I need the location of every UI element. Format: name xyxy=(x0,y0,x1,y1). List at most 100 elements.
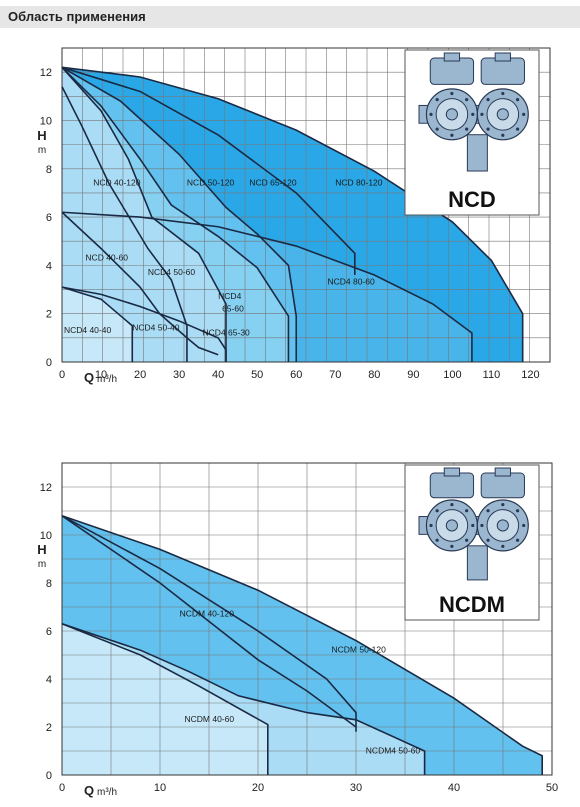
motor-shape xyxy=(480,472,525,499)
bolt-shape xyxy=(515,97,520,102)
pump-curve xyxy=(61,515,357,728)
pump-curve xyxy=(61,515,543,775)
x-axis-label: Q xyxy=(84,783,94,798)
bolt-shape xyxy=(486,509,490,513)
bolt-shape xyxy=(465,97,469,102)
x-tick-label: 40 xyxy=(212,369,224,381)
y-tick-label: 6 xyxy=(46,626,52,638)
y-tick-label: 0 xyxy=(46,770,52,782)
bolt-shape xyxy=(501,133,505,137)
y-tick-label: 6 xyxy=(46,212,52,224)
pump-curve xyxy=(61,515,357,732)
bolt-shape xyxy=(450,133,454,137)
bolt-shape xyxy=(465,127,469,131)
bolt-shape xyxy=(471,523,475,528)
bolt-shape xyxy=(486,127,490,131)
y-axis-unit: m xyxy=(38,559,46,570)
curve-label: NCDM 40-60 xyxy=(185,714,235,724)
x-axis-unit: m³/h xyxy=(97,787,117,798)
y-tick-label: 0 xyxy=(46,357,52,369)
curve-label: NCD4 40-40 xyxy=(64,325,112,335)
chart-title: NCD xyxy=(448,187,496,212)
curve-label: 65-60 xyxy=(222,303,244,313)
pump-housing-shape xyxy=(496,519,509,532)
x-tick-label: 0 xyxy=(59,782,65,794)
terminal-box-shape xyxy=(443,467,461,477)
curve-label: NCD4 50-40 xyxy=(132,323,180,333)
bolt-shape xyxy=(480,112,484,116)
y-axis-label: H xyxy=(37,128,46,143)
curve-label: NCD4 80-60 xyxy=(327,277,375,287)
y-tick-label: 10 xyxy=(40,530,52,542)
pump-curve xyxy=(61,623,269,775)
curve-area xyxy=(62,67,226,363)
x-tick-label: 10 xyxy=(154,782,166,794)
pump-curve xyxy=(61,66,356,276)
pump-illustration xyxy=(404,49,540,216)
pump-curve xyxy=(61,66,290,362)
bolt-shape xyxy=(501,544,505,548)
pump-curve xyxy=(61,66,524,362)
x-axis-unit: m³/h xyxy=(97,374,117,385)
curve-label: NCD 80-120 xyxy=(335,178,383,188)
plot-frame xyxy=(61,47,551,363)
y-axis-unit: m xyxy=(38,145,46,156)
bolt-shape xyxy=(486,97,490,102)
bolt-shape xyxy=(429,112,433,116)
x-tick-label: 10 xyxy=(95,369,107,381)
y-tick-label: 4 xyxy=(46,260,52,272)
terminal-box-shape xyxy=(443,52,461,62)
y-tick-label: 2 xyxy=(46,722,52,734)
y-tick-label: 10 xyxy=(40,115,52,127)
x-tick-label: 50 xyxy=(546,782,558,794)
bolt-shape xyxy=(515,538,520,542)
y-tick-label: 8 xyxy=(46,578,52,590)
plot-frame xyxy=(61,462,553,776)
pump-curve xyxy=(61,623,426,775)
chart-title: NCDM xyxy=(439,592,505,617)
x-tick-label: 100 xyxy=(443,369,461,381)
curve-label: NCD4 50-60 xyxy=(148,267,196,277)
bolt-shape xyxy=(522,112,526,116)
motor-shape xyxy=(480,57,525,85)
bolt-shape xyxy=(486,538,490,542)
bolt-shape xyxy=(515,127,520,131)
bolt-shape xyxy=(450,502,454,507)
pump-housing-shape xyxy=(496,108,509,121)
curve-label: NCD 40-120 xyxy=(93,178,141,188)
x-tick-label: 20 xyxy=(134,369,146,381)
bolt-shape xyxy=(515,509,520,513)
bolt-shape xyxy=(465,538,469,542)
terminal-box-shape xyxy=(494,52,511,62)
curve-label: NCDM 50-120 xyxy=(332,645,387,655)
section-title: Область применения xyxy=(8,9,146,24)
x-tick-label: 120 xyxy=(521,369,539,381)
pump-foot-shape xyxy=(466,134,488,172)
pump-curve xyxy=(61,66,227,362)
bolt-shape xyxy=(435,127,439,131)
curve-label: NCD 50-120 xyxy=(187,178,235,188)
x-tick-label: 50 xyxy=(251,369,263,381)
curve-label: NCD4 xyxy=(218,291,241,301)
curve-label: NCDM 40-120 xyxy=(180,609,235,619)
pump-housing-shape xyxy=(445,519,459,532)
x-axis-label: Q xyxy=(84,370,94,385)
pump-housing-shape xyxy=(445,108,459,121)
y-tick-label: 12 xyxy=(40,67,52,79)
pump-curve xyxy=(61,286,134,362)
bolt-shape xyxy=(429,523,433,528)
motor-shape xyxy=(429,472,475,499)
curve-label: NCD 40-60 xyxy=(85,253,128,263)
bolt-shape xyxy=(501,502,505,507)
pump-foot-shape xyxy=(466,545,488,581)
motor-shape xyxy=(429,57,475,85)
pump-illustration xyxy=(404,464,540,621)
x-tick-label: 20 xyxy=(252,782,264,794)
curve-area xyxy=(62,623,268,775)
y-axis-label: H xyxy=(37,542,46,557)
pump-curve xyxy=(61,86,188,362)
y-tick-label: 12 xyxy=(40,482,52,494)
bolt-shape xyxy=(435,538,439,542)
bolt-shape xyxy=(522,523,526,528)
